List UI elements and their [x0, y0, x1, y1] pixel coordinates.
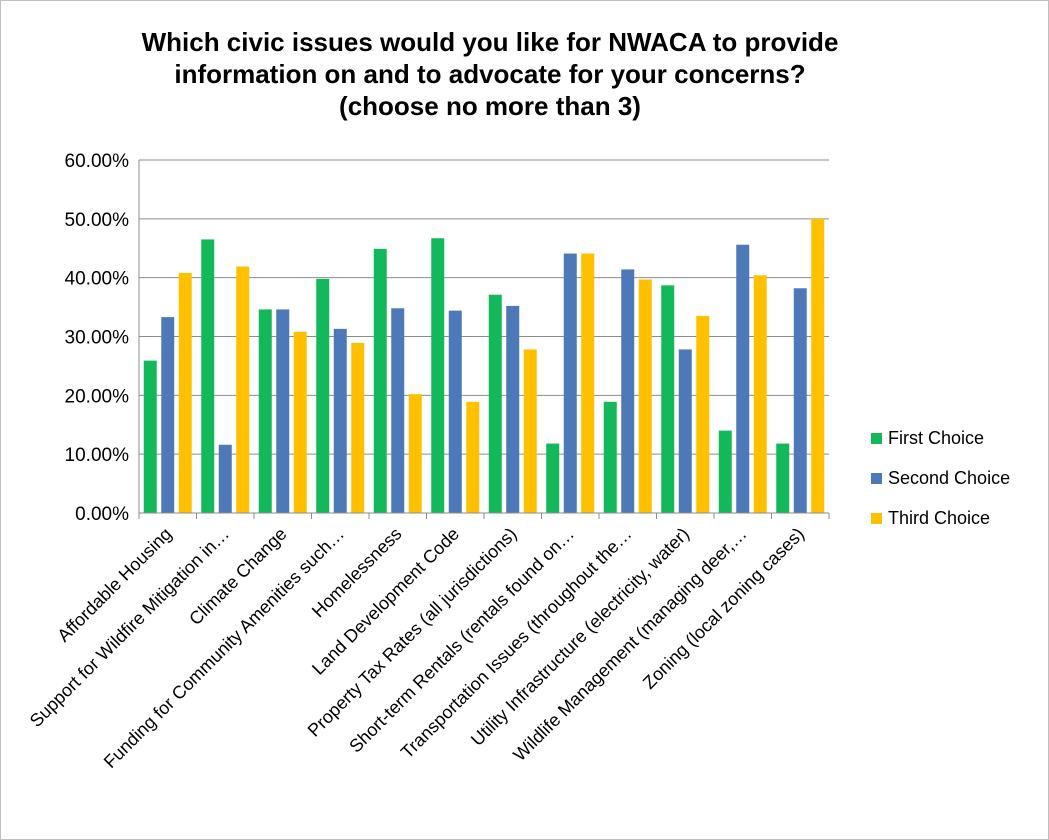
bar-third-choice-3: [293, 331, 307, 513]
y-tick-labels: 0.00% 10.00% 20.00% 30.00% 40.00% 50.00% 60.00…: [65, 151, 130, 525]
legend: First Choice Second Choice Third Choice: [871, 428, 1010, 548]
legend-swatch-third-choice: [871, 512, 882, 524]
y-tick-label-50: 50.00%: [65, 210, 130, 231]
bar-first-choice-3: [258, 309, 272, 513]
legend-swatch-first-choice: [871, 432, 882, 444]
bar-third-choice-9: [638, 279, 652, 513]
y-tick-label-0: 0.00%: [75, 504, 129, 525]
y-tick-label-10: 10.00%: [65, 445, 130, 466]
bar-first-choice-1: [143, 360, 157, 513]
legend-label-first-choice: First Choice: [888, 427, 985, 448]
x-category-label-3: Climate Change: [185, 524, 290, 629]
bar-first-choice-5: [373, 248, 387, 514]
bar-second-choice-10: [678, 349, 692, 513]
bar-third-choice-12: [811, 218, 825, 514]
bar-first-choice-2: [201, 239, 215, 514]
bar-second-choice-7: [506, 305, 520, 513]
bar-first-choice-6: [431, 238, 445, 513]
chart-title-line-1: Which civic issues would you like for NW…: [141, 27, 839, 57]
bar-first-choice-8: [546, 443, 560, 513]
bars: [143, 218, 825, 514]
legend-swatch-second-choice: [871, 472, 882, 484]
legend-item-second-choice: Second Choice: [871, 468, 1010, 488]
legend-label-second-choice: Second Choice: [888, 467, 1011, 488]
legend-item-third-choice: Third Choice: [871, 508, 1010, 528]
x-category-label-7: Property Tax Rates (all jurisdictions): [304, 524, 521, 741]
legend-item-first-choice: First Choice: [871, 428, 1010, 448]
bar-second-choice-3: [276, 309, 290, 513]
axes: [138, 160, 830, 519]
bar-third-choice-10: [696, 315, 710, 513]
bar-first-choice-10: [661, 285, 675, 513]
bar-second-choice-12: [793, 288, 807, 513]
bar-first-choice-7: [488, 294, 502, 513]
bar-first-choice-9: [603, 401, 617, 513]
chart-title-line-2: information on and to advocate for your …: [174, 59, 806, 89]
y-tick-label-60: 60.00%: [65, 151, 130, 172]
chart-title-line-3: (choose no more than 3): [339, 91, 641, 121]
x-category-label-10: Utility Infrastructure (electricity, wat…: [467, 524, 693, 750]
bar-third-choice-5: [408, 394, 422, 513]
bar-third-choice-2: [236, 266, 250, 513]
chart-title: Which civic issues would you like for NW…: [60, 26, 920, 122]
bar-third-choice-1: [178, 272, 192, 513]
bar-second-choice-9: [621, 269, 635, 513]
bar-third-choice-11: [753, 275, 767, 513]
y-tick-label-40: 40.00%: [65, 269, 130, 290]
bar-second-choice-8: [563, 253, 577, 514]
bar-second-choice-1: [161, 317, 175, 513]
bar-first-choice-4: [316, 278, 330, 513]
bar-first-choice-11: [718, 430, 732, 513]
bar-second-choice-5: [391, 308, 405, 513]
y-tick-label-20: 20.00%: [65, 386, 130, 407]
bar-first-choice-12: [776, 443, 790, 513]
bar-third-choice-6: [466, 401, 480, 513]
bar-second-choice-4: [333, 328, 347, 513]
bar-third-choice-8: [581, 253, 595, 514]
bar-third-choice-4: [351, 342, 365, 513]
gridlines: [139, 159, 829, 455]
y-tick-label-30: 30.00%: [65, 328, 130, 349]
bar-second-choice-6: [448, 310, 462, 513]
bar-second-choice-11: [736, 244, 750, 513]
bar-third-choice-7: [523, 349, 537, 513]
bar-second-choice-2: [218, 444, 232, 513]
legend-label-third-choice: Third Choice: [888, 507, 991, 528]
